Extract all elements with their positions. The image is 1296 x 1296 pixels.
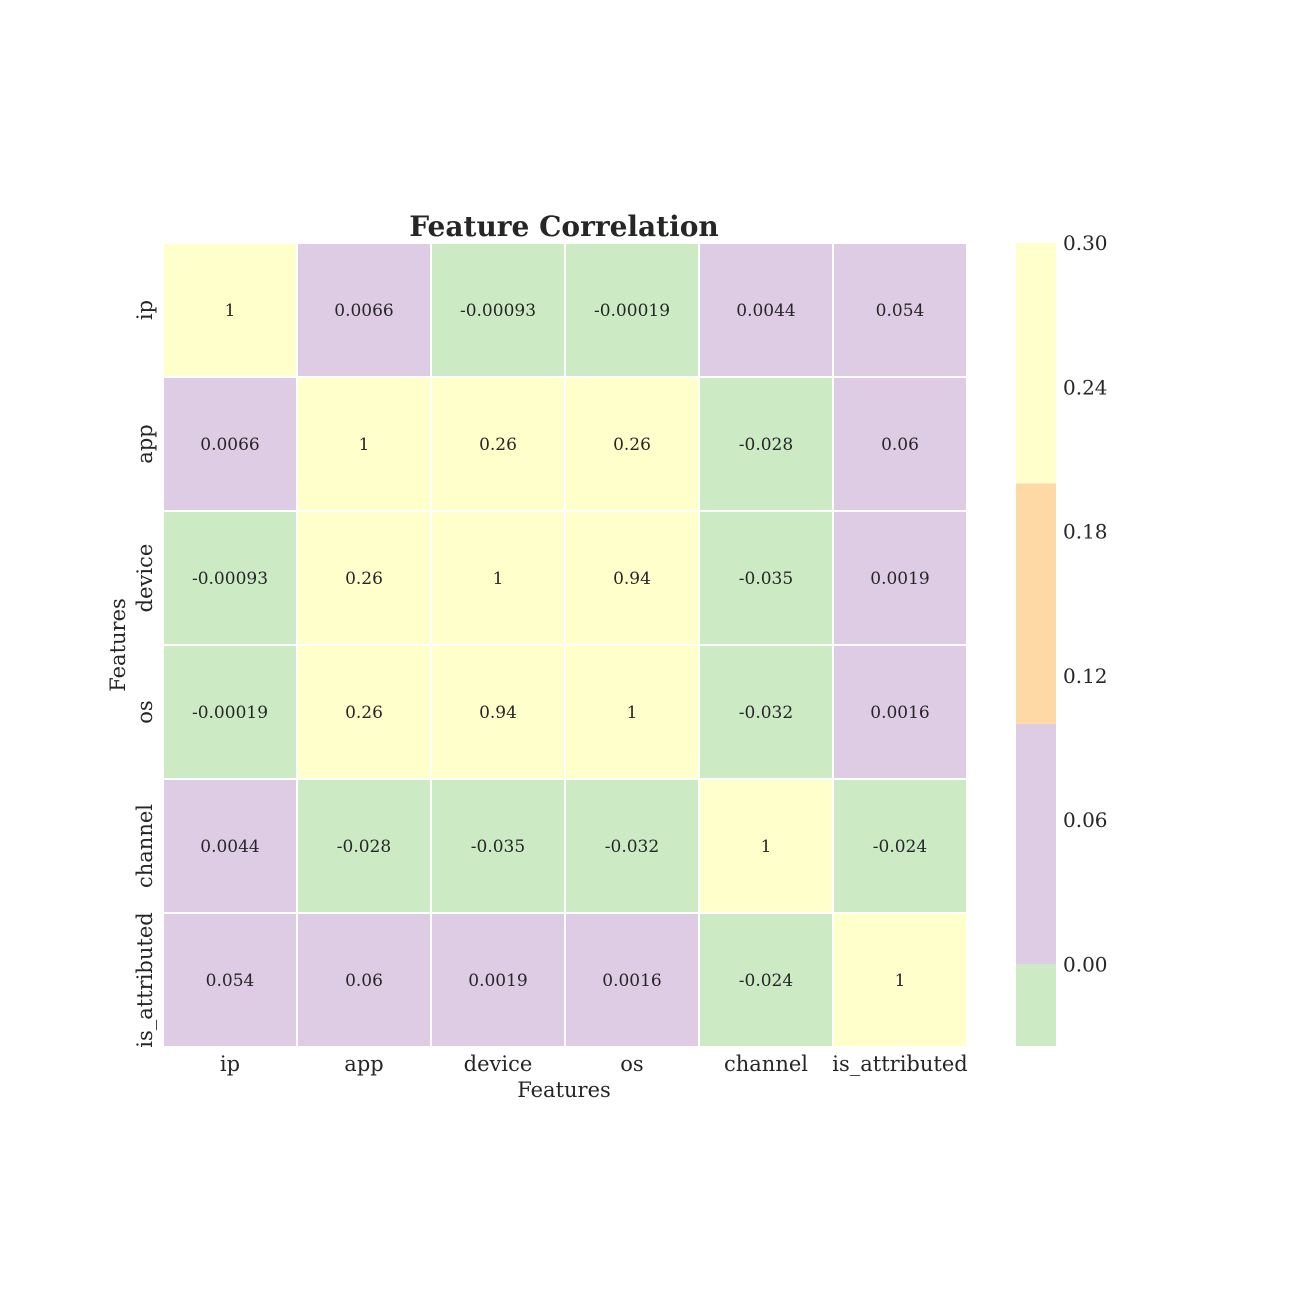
cell-value-label: 1 (359, 435, 370, 455)
colorbar-tick-label: 0.18 (1063, 520, 1108, 544)
cell-value-label: 1 (225, 301, 236, 321)
y-tick-label: is_attributed (133, 912, 157, 1047)
cell-value-label: 0.06 (345, 971, 383, 991)
cell-value-label: 0.26 (479, 435, 517, 455)
heatmap-cell (430, 778, 566, 914)
y-axis-label: Features (106, 598, 130, 692)
heatmap-cell (698, 912, 834, 1048)
cell-value-label: -0.00093 (460, 301, 536, 321)
heatmap-cell (296, 644, 432, 780)
cell-value-label: 1 (895, 971, 906, 991)
cell-value-label: -0.00019 (594, 301, 670, 321)
cell-value-label: -0.028 (739, 435, 793, 455)
x-axis-label: Features (517, 1078, 611, 1102)
cell-value-label: 0.0019 (468, 971, 527, 991)
heatmap-cell (564, 510, 700, 646)
cell-value-label: 0.0016 (602, 971, 661, 991)
heatmap-cell (564, 376, 700, 512)
heatmap-cell (162, 644, 298, 780)
cell-value-label: 0.0044 (736, 301, 795, 321)
x-tick-label: app (344, 1052, 383, 1076)
heatmap-cell (564, 912, 700, 1048)
cell-value-label: -0.024 (739, 971, 793, 991)
heatmap-cell (430, 644, 566, 780)
cell-value-label: 0.26 (613, 435, 651, 455)
colorbar-segment (1016, 483, 1056, 724)
y-tick-label: app (133, 424, 157, 463)
cell-value-label: 0.94 (613, 569, 651, 589)
colorbar-segment (1016, 964, 1056, 1046)
heatmap-cell (162, 912, 298, 1048)
cell-value-label: -0.028 (337, 837, 391, 857)
colorbar-tick-label: 0.24 (1063, 375, 1108, 399)
heatmap-cell (430, 242, 566, 378)
colorbar-tick-label: 0.06 (1063, 808, 1108, 832)
cell-value-label: -0.032 (739, 703, 793, 723)
cell-value-label: -0.035 (471, 837, 525, 857)
x-tick-label: device (464, 1052, 533, 1076)
cell-value-label: 0.94 (479, 703, 517, 723)
y-tick-label: device (133, 544, 157, 613)
heatmap-cells: 1 0.0066 -0.00093 -0.00019 0.0044 0.054 0.0066… (162, 242, 968, 1048)
cell-value-label: 1 (493, 569, 504, 589)
x-tick-label: channel (724, 1052, 808, 1076)
cell-value-label: 0.26 (345, 703, 383, 723)
heatmap-cell (162, 242, 298, 378)
heatmap-cell (832, 242, 968, 378)
colorbar-tick-label: 0.30 (1063, 231, 1108, 255)
cell-value-label: 0.0066 (200, 435, 259, 455)
cell-value-label: 0.054 (206, 971, 255, 991)
cell-value-label: 0.0066 (334, 301, 393, 321)
colorbar-tick-label: 0.00 (1063, 952, 1108, 976)
x-tick-label: os (620, 1052, 643, 1076)
heatmap-cell (564, 644, 700, 780)
x-tick-label: is_attributed (832, 1052, 967, 1076)
heatmap-cell (296, 510, 432, 646)
cell-value-label: 0.26 (345, 569, 383, 589)
chart-title: Feature Correlation (409, 210, 719, 243)
cell-value-label: 0.06 (881, 435, 919, 455)
cell-value-label: -0.035 (739, 569, 793, 589)
cell-value-label: -0.00093 (192, 569, 268, 589)
cell-value-label: -0.00019 (192, 703, 268, 723)
cell-value-label: 1 (761, 837, 772, 857)
x-tick-label: ip (220, 1052, 240, 1076)
cell-value-label: -0.024 (873, 837, 927, 857)
colorbar-segment (1016, 243, 1056, 484)
heatmap-cell (698, 778, 834, 914)
y-tick-label: channel (133, 804, 157, 888)
cell-value-label: 0.0016 (870, 703, 929, 723)
cell-value-label: 0.0019 (870, 569, 929, 589)
y-tick-label: ip (133, 300, 157, 320)
heatmap-cell (296, 376, 432, 512)
colorbar: 0.00 0.06 0.12 0.18 0.24 0.30 (1016, 231, 1108, 1046)
heatmap-cell (698, 644, 834, 780)
heatmap-cell (832, 644, 968, 780)
cell-value-label: 1 (627, 703, 638, 723)
heatmap-cell (296, 242, 432, 378)
heatmap-cell (564, 242, 700, 378)
colorbar-tick-label: 0.12 (1063, 664, 1108, 688)
y-tick-label: os (133, 700, 157, 723)
y-tick-labels: ip app device os channel is_attributed (133, 300, 157, 1048)
cell-value-label: 0.0044 (200, 837, 259, 857)
x-tick-labels: ip app device os channel is_attributed (220, 1052, 968, 1076)
heatmap-cell (832, 778, 968, 914)
cell-value-label: -0.032 (605, 837, 659, 857)
colorbar-segment (1016, 723, 1056, 965)
heatmap-cell (564, 778, 700, 914)
heatmap-cell (832, 376, 968, 512)
heatmap-cell (832, 510, 968, 646)
cell-value-label: 0.054 (876, 301, 925, 321)
heatmap-cell (698, 510, 834, 646)
heatmap-cell (162, 778, 298, 914)
heatmap-cell (832, 912, 968, 1048)
